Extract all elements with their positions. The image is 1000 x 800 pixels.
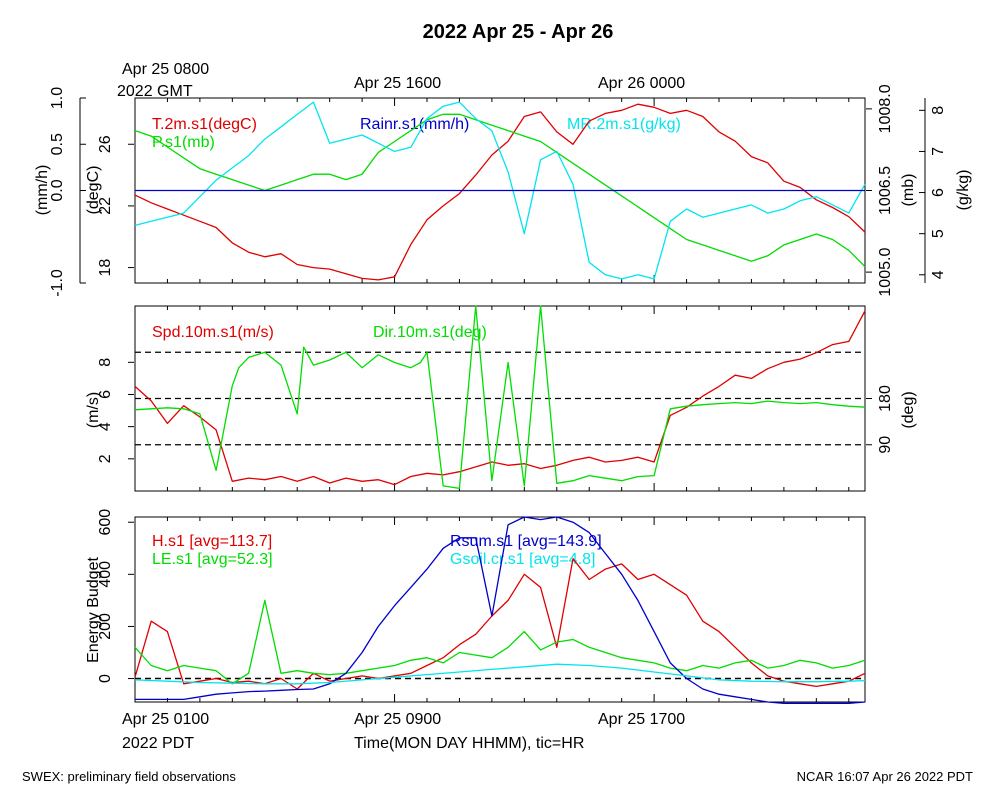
y-tick-label-temp: 22 bbox=[97, 197, 114, 215]
y-tick-label-rain: 0.5 bbox=[49, 133, 66, 155]
y-tick-label-temp: 26 bbox=[97, 135, 114, 153]
series-line-p-s1-mb bbox=[134, 113, 866, 268]
bottom-time-start-line1: Apr 25 0100 bbox=[122, 711, 209, 728]
plot-layer: -1.00.00.51.01822261005.01006.51008.0456… bbox=[49, 84, 947, 704]
y-tick-label-energy: 200 bbox=[97, 613, 114, 640]
y-tick-label-temp: 18 bbox=[97, 259, 114, 277]
legend-temp: T.2m.s1(degC) bbox=[152, 116, 257, 133]
y-tick-label-mr: 7 bbox=[930, 147, 947, 156]
legend-le: LE.s1 [avg=52.3] bbox=[152, 551, 273, 568]
y-tick-label-dir: 90 bbox=[877, 436, 894, 454]
chart-title: 2022 Apr 25 - Apr 26 bbox=[423, 21, 614, 43]
axis-label-energy: Energy Budget bbox=[85, 557, 102, 663]
y-tick-label-spd: 8 bbox=[97, 358, 114, 367]
series-line-spd-10m-s1-m-s bbox=[134, 310, 866, 486]
top-time-end: Apr 26 0000 bbox=[598, 75, 685, 92]
y-tick-label-dir: 180 bbox=[877, 385, 894, 412]
legend-mr: MR.2m.s1(g/kg) bbox=[567, 116, 681, 133]
series-line-dir-10m-s1-deg bbox=[134, 305, 866, 490]
y-tick-label-rain: 0.0 bbox=[49, 179, 66, 201]
panel-energy-frame bbox=[134, 516, 866, 703]
y-tick-label-spd: 4 bbox=[97, 422, 114, 431]
axis-label-mr: (g/kg) bbox=[955, 170, 972, 211]
top-time-start-line1: Apr 25 0800 bbox=[122, 61, 209, 78]
legend-dir: Dir.10m.s1(deg) bbox=[373, 324, 487, 341]
top-time-mid: Apr 25 1600 bbox=[354, 75, 441, 92]
x-axis-title: Time(MON DAY HHMM), tic=HR bbox=[354, 735, 584, 752]
axis-label-rain: (mm/h) bbox=[34, 165, 51, 216]
bottom-time-start-line2: 2022 PDT bbox=[122, 735, 194, 752]
legend-rain: Rainr.s1(mm/h) bbox=[360, 116, 469, 133]
y-tick-label-spd: 6 bbox=[97, 390, 114, 399]
series-line-gsoil-cr-s1 bbox=[134, 663, 866, 685]
series-line-rsum-s1 bbox=[135, 516, 866, 704]
y-tick-label-rain: -1.0 bbox=[49, 269, 66, 297]
legend-gsoil: Gsoil.cr.s1 [avg=4.8] bbox=[450, 551, 595, 568]
y-tick-label-pres: 1005.0 bbox=[877, 248, 894, 297]
y-tick-label-mr: 6 bbox=[930, 188, 947, 197]
series-line-mr-2m-s1-g-kg bbox=[134, 101, 866, 280]
series-line-le-s1 bbox=[134, 599, 866, 685]
y-tick-label-mr: 5 bbox=[930, 229, 947, 238]
axis-label-spd: (m/s) bbox=[85, 392, 102, 428]
y-tick-label-mr: 8 bbox=[930, 106, 947, 115]
y-tick-label-pres: 1008.0 bbox=[877, 84, 894, 133]
series-line-t-2m-s1-degc bbox=[134, 103, 866, 281]
series-line-h-s1 bbox=[134, 558, 866, 690]
legend-h: H.s1 [avg=113.7] bbox=[152, 533, 272, 550]
footer-right: NCAR 16:07 Apr 26 2022 PDT bbox=[797, 769, 973, 784]
y-tick-label-energy: 0 bbox=[97, 674, 114, 683]
bottom-time-end: Apr 25 1700 bbox=[598, 711, 685, 728]
y-tick-label-energy: 400 bbox=[97, 561, 114, 588]
y-tick-label-pres: 1006.5 bbox=[877, 166, 894, 215]
bottom-time-mid: Apr 25 0900 bbox=[354, 711, 441, 728]
y-tick-label-spd: 2 bbox=[97, 454, 114, 463]
legend-rsum: Rsum.s1 [avg=143.9] bbox=[450, 533, 602, 550]
top-time-start-line2: 2022 GMT bbox=[117, 83, 193, 100]
legend-spd: Spd.10m.s1(m/s) bbox=[152, 324, 274, 341]
y-tick-label-mr: 4 bbox=[930, 270, 947, 279]
axis-label-dir: (deg) bbox=[900, 391, 917, 428]
axis-label-pres: (mb) bbox=[900, 174, 917, 207]
axis-label-temp: (degC) bbox=[85, 166, 102, 215]
y-tick-label-rain: 1.0 bbox=[49, 87, 66, 109]
footer-left: SWEX: preliminary field observations bbox=[22, 769, 236, 784]
y-tick-label-energy: 600 bbox=[97, 509, 114, 536]
